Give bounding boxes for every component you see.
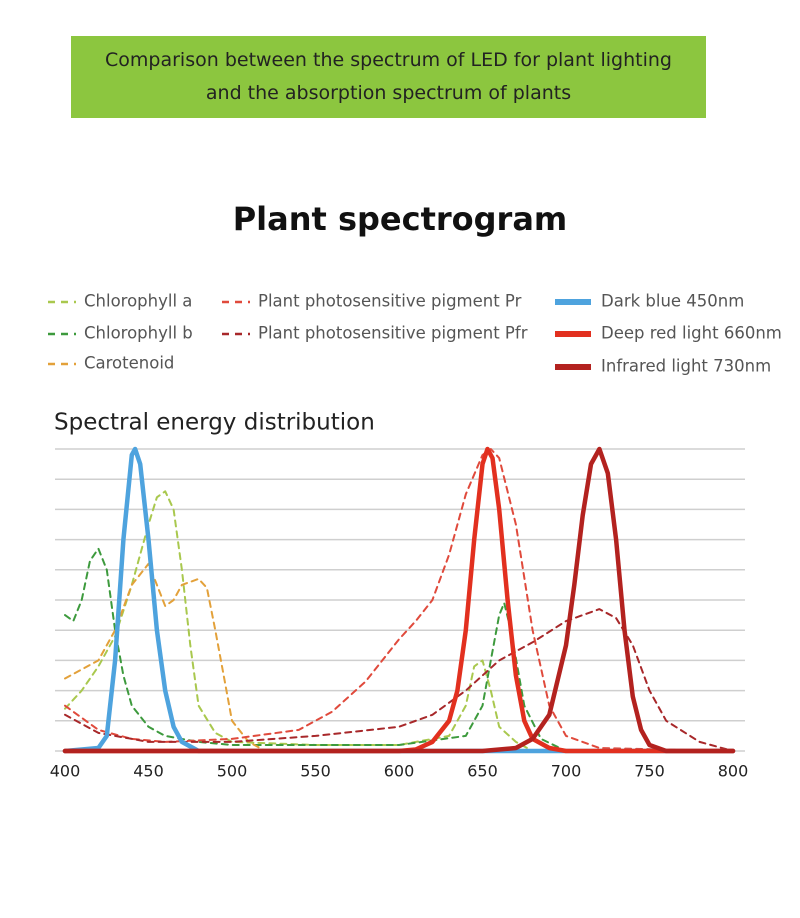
x-tick-label: 700 [551, 762, 582, 781]
chart-title: Plant spectrogram [233, 200, 568, 238]
x-tick-label: 550 [300, 762, 331, 781]
x-tick-label: 450 [133, 762, 164, 781]
legend-label: Chlorophyll a [84, 292, 192, 311]
legend-label: Dark blue 450nm [601, 292, 744, 311]
x-tick-label: 750 [634, 762, 665, 781]
legend-label: Plant photosensitive pigment Pr [258, 292, 522, 311]
x-tick-label: 800 [718, 762, 749, 781]
chart-subtitle: Spectral energy distribution [54, 410, 375, 436]
x-tick-label: 600 [384, 762, 415, 781]
series-line [64, 562, 734, 752]
legend-label: Chlorophyll b [84, 324, 193, 343]
chart: Plant spectrogram Spectral energy distri… [48, 200, 782, 781]
banner: Comparison between the spectrum of LED f… [71, 36, 706, 118]
legend-label: Deep red light 660nm [601, 324, 782, 343]
series-line [62, 446, 736, 754]
x-tick-label: 400 [50, 762, 81, 781]
series-line [64, 448, 734, 752]
x-tick-label: 500 [217, 762, 248, 781]
legend-label: Carotenoid [84, 354, 174, 373]
x-tick-label: 650 [467, 762, 498, 781]
banner-line: and the absorption spectrum of plants [205, 82, 572, 104]
legend-label: Plant photosensitive pigment Pfr [258, 324, 528, 343]
series-line [64, 608, 734, 752]
legend-label: Infrared light 730nm [601, 357, 771, 376]
banner-line: Comparison between the spectrum of LED f… [105, 49, 672, 71]
series-line [64, 490, 734, 752]
series-line [62, 446, 736, 754]
page: Comparison between the spectrum of LED f… [48, 36, 782, 781]
